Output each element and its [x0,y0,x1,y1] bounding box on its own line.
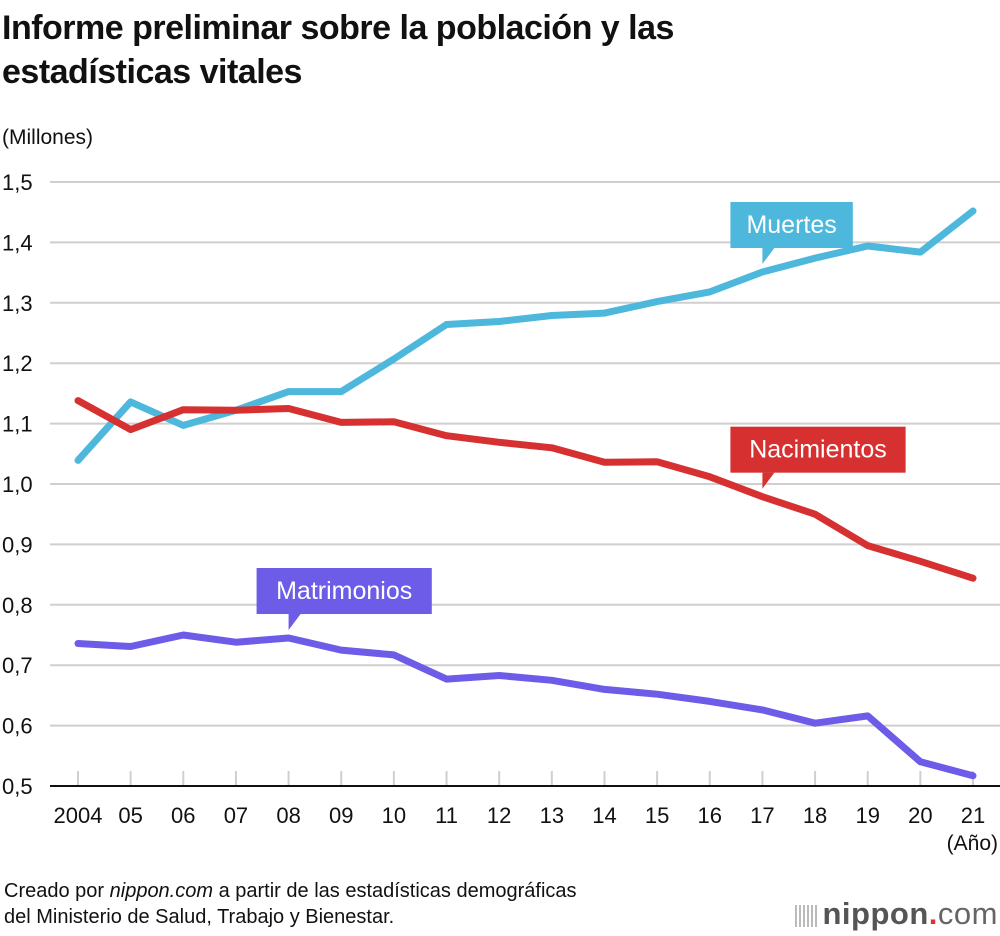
nippon-logo: nippon.com [794,896,999,932]
series-label-nacimientos: Nacimientos [730,426,906,489]
logo-bars-icon [794,905,817,927]
label-box [256,568,432,615]
x-tick-label: 06 [171,803,195,828]
y-tick-label: 1,3 [2,291,33,316]
x-tick-label: 12 [487,803,511,828]
x-tick-label: 05 [118,803,142,828]
x-tick-label: 08 [276,803,300,828]
y-tick-label: 0,7 [2,653,33,678]
y-tick-label: 0,9 [2,532,33,557]
logo-tld: com [937,896,998,931]
y-tick-label: 1,5 [2,170,33,195]
x-tick-label: 13 [540,803,564,828]
label-text: Nacimientos [749,436,887,464]
x-tick-label: 20 [908,803,932,828]
y-axis-unit: (Millones) [2,126,94,149]
y-tick-label: 1,2 [2,351,33,376]
logo-name: nippon [822,896,929,931]
x-tick-label: 15 [645,803,669,828]
x-axis-unit: (Año) [946,832,998,855]
source-line2: del Ministerio de Salud, Trabajo y Biene… [4,906,395,928]
source-suffix: a partir de las estadísticas demográfica… [213,880,577,902]
y-tick-label: 0,8 [2,593,33,618]
y-tick-label: 1,1 [2,412,33,437]
logo-dot: . [928,896,938,931]
x-tick-label: 09 [329,803,353,828]
x-tick-label: 2004 [54,803,103,828]
label-box [730,426,906,473]
label-box [730,201,853,248]
label-text: Matrimonios [276,577,412,605]
source-site: nippon.com [109,880,214,902]
label-pointer [762,247,775,264]
label-pointer [288,614,301,631]
x-tick-label: 07 [224,803,248,828]
x-tick-label: 18 [803,803,827,828]
series-line-matrimonios [74,631,977,780]
series-label-muertes: Muertes [730,201,853,264]
x-tick-label: 10 [382,803,406,828]
series-label-matrimonios: Matrimonios [256,568,432,631]
y-tick-label: 0,5 [2,774,33,799]
y-tick-label: 1,4 [2,230,33,255]
label-pointer [762,472,775,489]
label-text: Muertes [746,211,836,239]
x-tick-label: 21 [961,803,985,828]
x-tick-label: 17 [750,803,774,828]
series-line-nacimientos [74,397,977,582]
y-tick-label: 0,6 [2,714,33,739]
x-tick-label: 14 [592,803,616,828]
chart-title: Informe preliminar sobre la población y … [2,9,674,91]
x-tick-label: 16 [698,803,722,828]
x-tick-label: 19 [855,803,879,828]
y-tick-label: 1,0 [2,472,33,497]
source-prefix: Creado por [4,880,110,902]
x-tick-label: 11 [435,803,458,828]
source-note: Creado por nippon.com a partir de las es… [4,878,577,930]
